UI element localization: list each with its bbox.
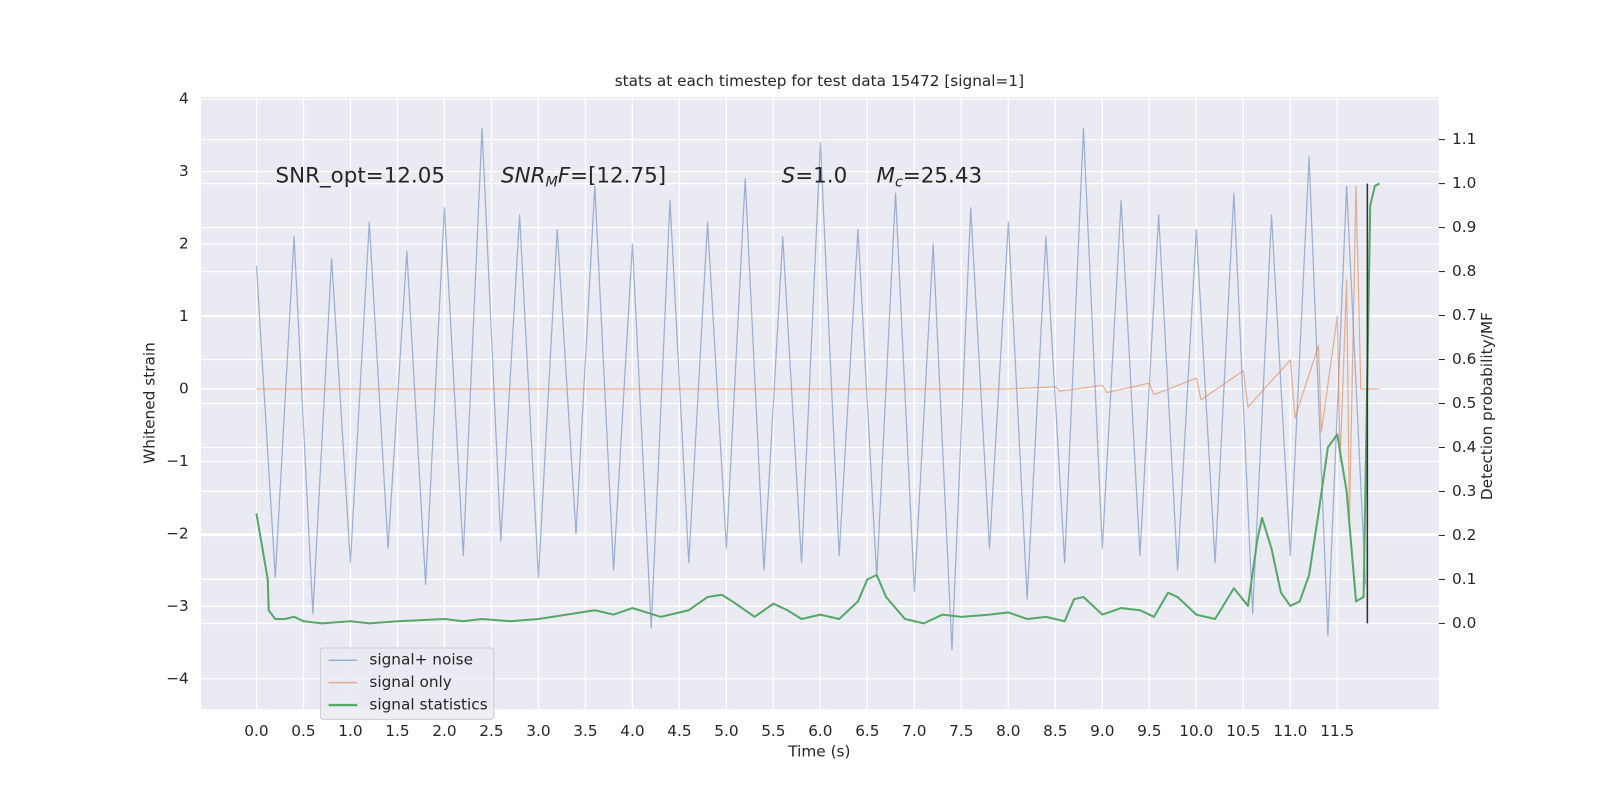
annotation-part: =25.43 <box>903 164 982 189</box>
series-line <box>256 185 1380 520</box>
annotation-part: =[12.75] <box>570 164 666 189</box>
x-tick-label: 6.0 <box>808 722 832 740</box>
x-tick-label: 10.5 <box>1226 722 1260 740</box>
annotation-part: c <box>895 175 903 191</box>
legend-box <box>319 647 495 720</box>
y2-tick-label: 1.0 <box>1452 174 1476 192</box>
y-tick-label: −2 <box>166 524 189 542</box>
annotation: SNRMF=[12.75] <box>501 164 666 191</box>
y2-tick-label: 0.2 <box>1452 526 1476 544</box>
y-tick-label: 0 <box>179 379 189 397</box>
y-tick-label: 1 <box>179 307 189 325</box>
y-tick-label: −1 <box>166 452 189 470</box>
annotation: Mc=25.43 <box>877 164 983 191</box>
legend-label: signal statistics <box>369 696 487 714</box>
y2-tick-label: 1.1 <box>1452 130 1476 148</box>
x-tick-label: 10.0 <box>1179 722 1213 740</box>
marks <box>255 127 1381 651</box>
y2-tick-label: 0.4 <box>1452 438 1476 456</box>
x-tick-label: 8.0 <box>996 722 1020 740</box>
x-tick-label: 5.0 <box>714 722 738 740</box>
x-tick-label: 4.0 <box>620 722 644 740</box>
x-tick-label: 9.0 <box>1090 722 1114 740</box>
x-tick-label: 11.0 <box>1273 722 1307 740</box>
x-tick-label: 0.5 <box>291 722 315 740</box>
x-tick-label: 6.5 <box>855 722 879 740</box>
annotation: SNR_opt=12.05 <box>276 164 445 189</box>
x-tick-label: 7.0 <box>902 722 926 740</box>
x-tick-label: 2.5 <box>479 722 503 740</box>
y2-tick-label: 0.3 <box>1452 482 1476 500</box>
y-tick-label: −3 <box>166 597 189 615</box>
chart-title: stats at each timestep for test data 154… <box>615 72 1024 90</box>
x-tick-label: 2.0 <box>432 722 456 740</box>
y-axis-label: Whitened strain <box>141 342 159 464</box>
legend: signal+ noise signal only signal statistic… <box>319 647 495 720</box>
y2-tick-label: 0.5 <box>1452 394 1476 412</box>
y2-tick-label: 0.6 <box>1452 350 1476 368</box>
x-tick-label: 5.5 <box>761 722 785 740</box>
y2-axis-label: Detection probability/MF <box>1478 312 1496 500</box>
x-tick-label: 1.5 <box>385 722 409 740</box>
x-tick-label: 0.0 <box>244 722 268 740</box>
x-tick-label: 7.5 <box>949 722 973 740</box>
y2-tick-label: 0.0 <box>1452 614 1476 632</box>
annotation-part: M <box>877 164 895 189</box>
annotation-part: M <box>546 175 558 191</box>
series-line <box>255 182 1381 625</box>
y-tick-label: 2 <box>179 235 189 253</box>
y2-tick-label: 0.9 <box>1452 218 1476 236</box>
x-tick-label: 3.5 <box>573 722 597 740</box>
y-tick-label: 3 <box>179 162 189 180</box>
y2-tick-label: 0.7 <box>1452 306 1476 324</box>
x-axis-label: Time (s) <box>787 743 850 761</box>
annotation-part: S <box>782 164 796 189</box>
series-line <box>255 127 1367 651</box>
x-tick-label: 3.0 <box>526 722 550 740</box>
x-tick-label: 11.5 <box>1320 722 1354 740</box>
annotation-part: F <box>558 164 571 189</box>
annotation-part: SNR_opt=12.05 <box>276 164 445 189</box>
legend-label: signal+ noise <box>369 651 473 669</box>
y-tick-label: 4 <box>179 90 189 108</box>
grid <box>201 96 1439 710</box>
x-tick-label: 8.5 <box>1043 722 1067 740</box>
x-tick-label: 1.0 <box>338 722 362 740</box>
x-tick-label: 9.5 <box>1137 722 1161 740</box>
annotation-part: =1.0 <box>795 164 847 189</box>
x-tick-label: 4.5 <box>667 722 691 740</box>
annotation-part: SNR <box>501 164 545 189</box>
y2-tick-label: 0.8 <box>1452 262 1476 280</box>
y-tick-label: −4 <box>166 669 189 687</box>
y2-tick-label: 0.1 <box>1452 570 1476 588</box>
legend-label: signal only <box>369 673 451 691</box>
annotation: S=1.0 <box>782 164 848 189</box>
